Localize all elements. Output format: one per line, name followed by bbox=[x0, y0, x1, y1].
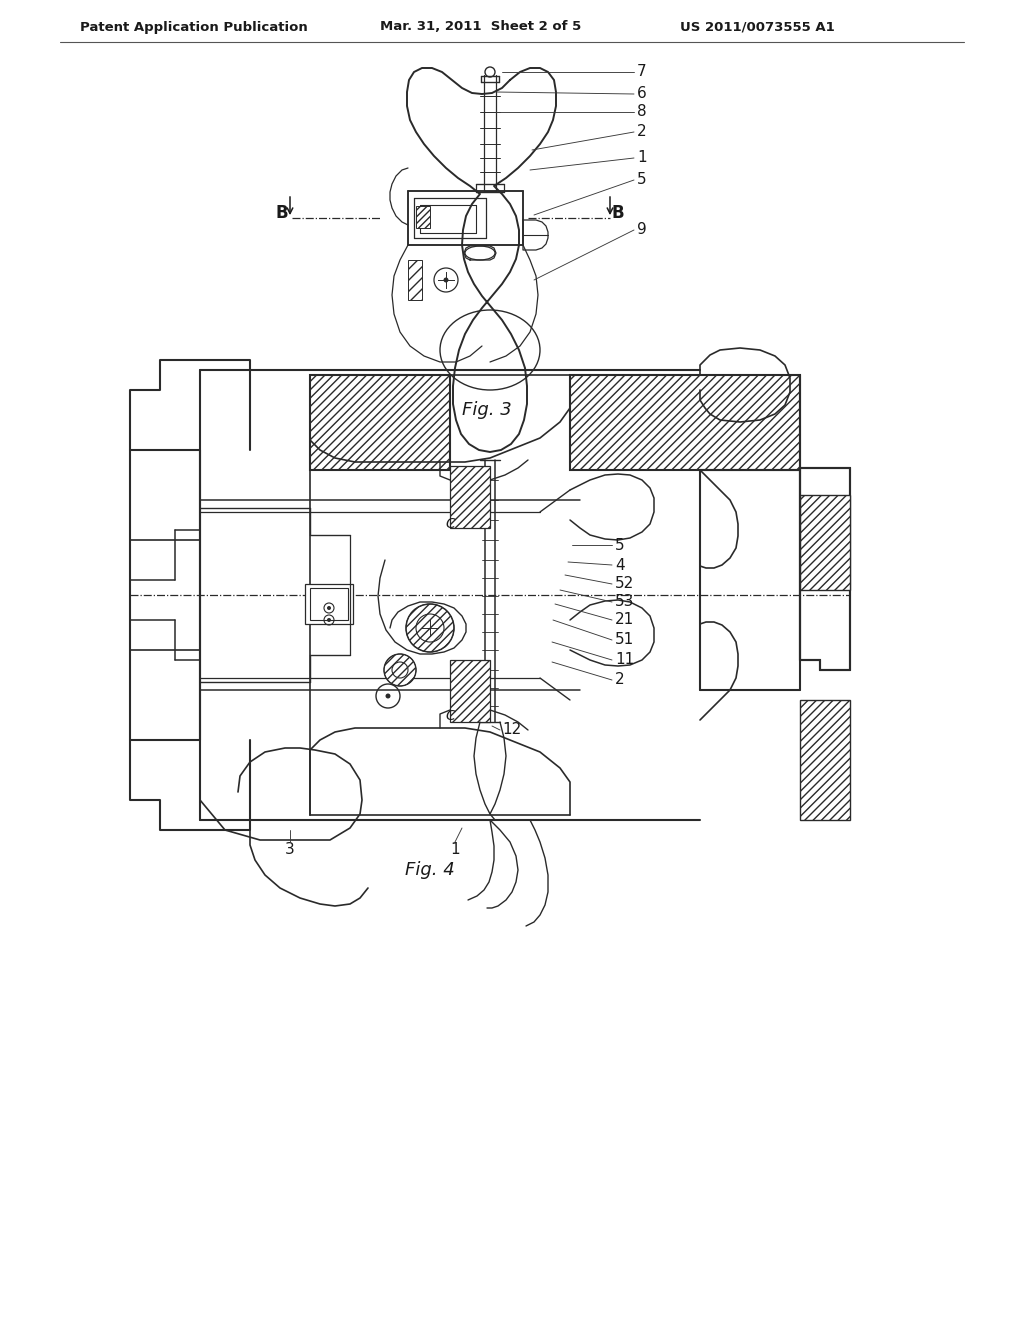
Text: 12: 12 bbox=[502, 722, 521, 738]
Text: C: C bbox=[445, 517, 455, 531]
Bar bbox=[408, 260, 422, 300]
Text: B: B bbox=[275, 205, 289, 222]
Circle shape bbox=[385, 693, 390, 698]
Text: 2: 2 bbox=[637, 124, 646, 140]
Text: Patent Application Publication: Patent Application Publication bbox=[80, 21, 308, 33]
Bar bbox=[450, 466, 490, 528]
Text: 21: 21 bbox=[615, 612, 634, 627]
Text: 51: 51 bbox=[615, 632, 634, 648]
Text: Mar. 31, 2011  Sheet 2 of 5: Mar. 31, 2011 Sheet 2 of 5 bbox=[380, 21, 582, 33]
Circle shape bbox=[406, 605, 454, 652]
Text: C: C bbox=[445, 709, 455, 723]
Bar bbox=[450, 660, 490, 722]
Text: 5: 5 bbox=[615, 537, 625, 553]
Bar bbox=[305, 583, 353, 624]
Text: Fig. 3: Fig. 3 bbox=[462, 401, 512, 418]
Bar bbox=[310, 587, 348, 620]
Text: 4: 4 bbox=[615, 557, 625, 573]
Bar bbox=[416, 206, 430, 228]
Polygon shape bbox=[408, 191, 523, 246]
Text: 1: 1 bbox=[637, 150, 646, 165]
Text: 1: 1 bbox=[451, 842, 460, 858]
Circle shape bbox=[443, 277, 449, 282]
Text: 8: 8 bbox=[637, 104, 646, 120]
Text: B: B bbox=[611, 205, 625, 222]
Text: 5: 5 bbox=[637, 173, 646, 187]
Polygon shape bbox=[800, 469, 850, 671]
Circle shape bbox=[327, 606, 331, 610]
Bar bbox=[800, 495, 850, 590]
Bar bbox=[800, 700, 850, 820]
Text: 11: 11 bbox=[615, 652, 634, 668]
Circle shape bbox=[384, 653, 416, 686]
Text: 7: 7 bbox=[637, 65, 646, 79]
Text: 9: 9 bbox=[637, 223, 647, 238]
Circle shape bbox=[327, 618, 331, 622]
Bar bbox=[570, 375, 800, 470]
Text: 3: 3 bbox=[285, 842, 295, 858]
Text: 2: 2 bbox=[615, 672, 625, 688]
Text: US 2011/0073555 A1: US 2011/0073555 A1 bbox=[680, 21, 835, 33]
Text: 52: 52 bbox=[615, 577, 634, 591]
Text: Fig. 4: Fig. 4 bbox=[406, 861, 455, 879]
Bar bbox=[310, 375, 450, 470]
Text: 6: 6 bbox=[637, 87, 647, 102]
Text: 53: 53 bbox=[615, 594, 635, 610]
